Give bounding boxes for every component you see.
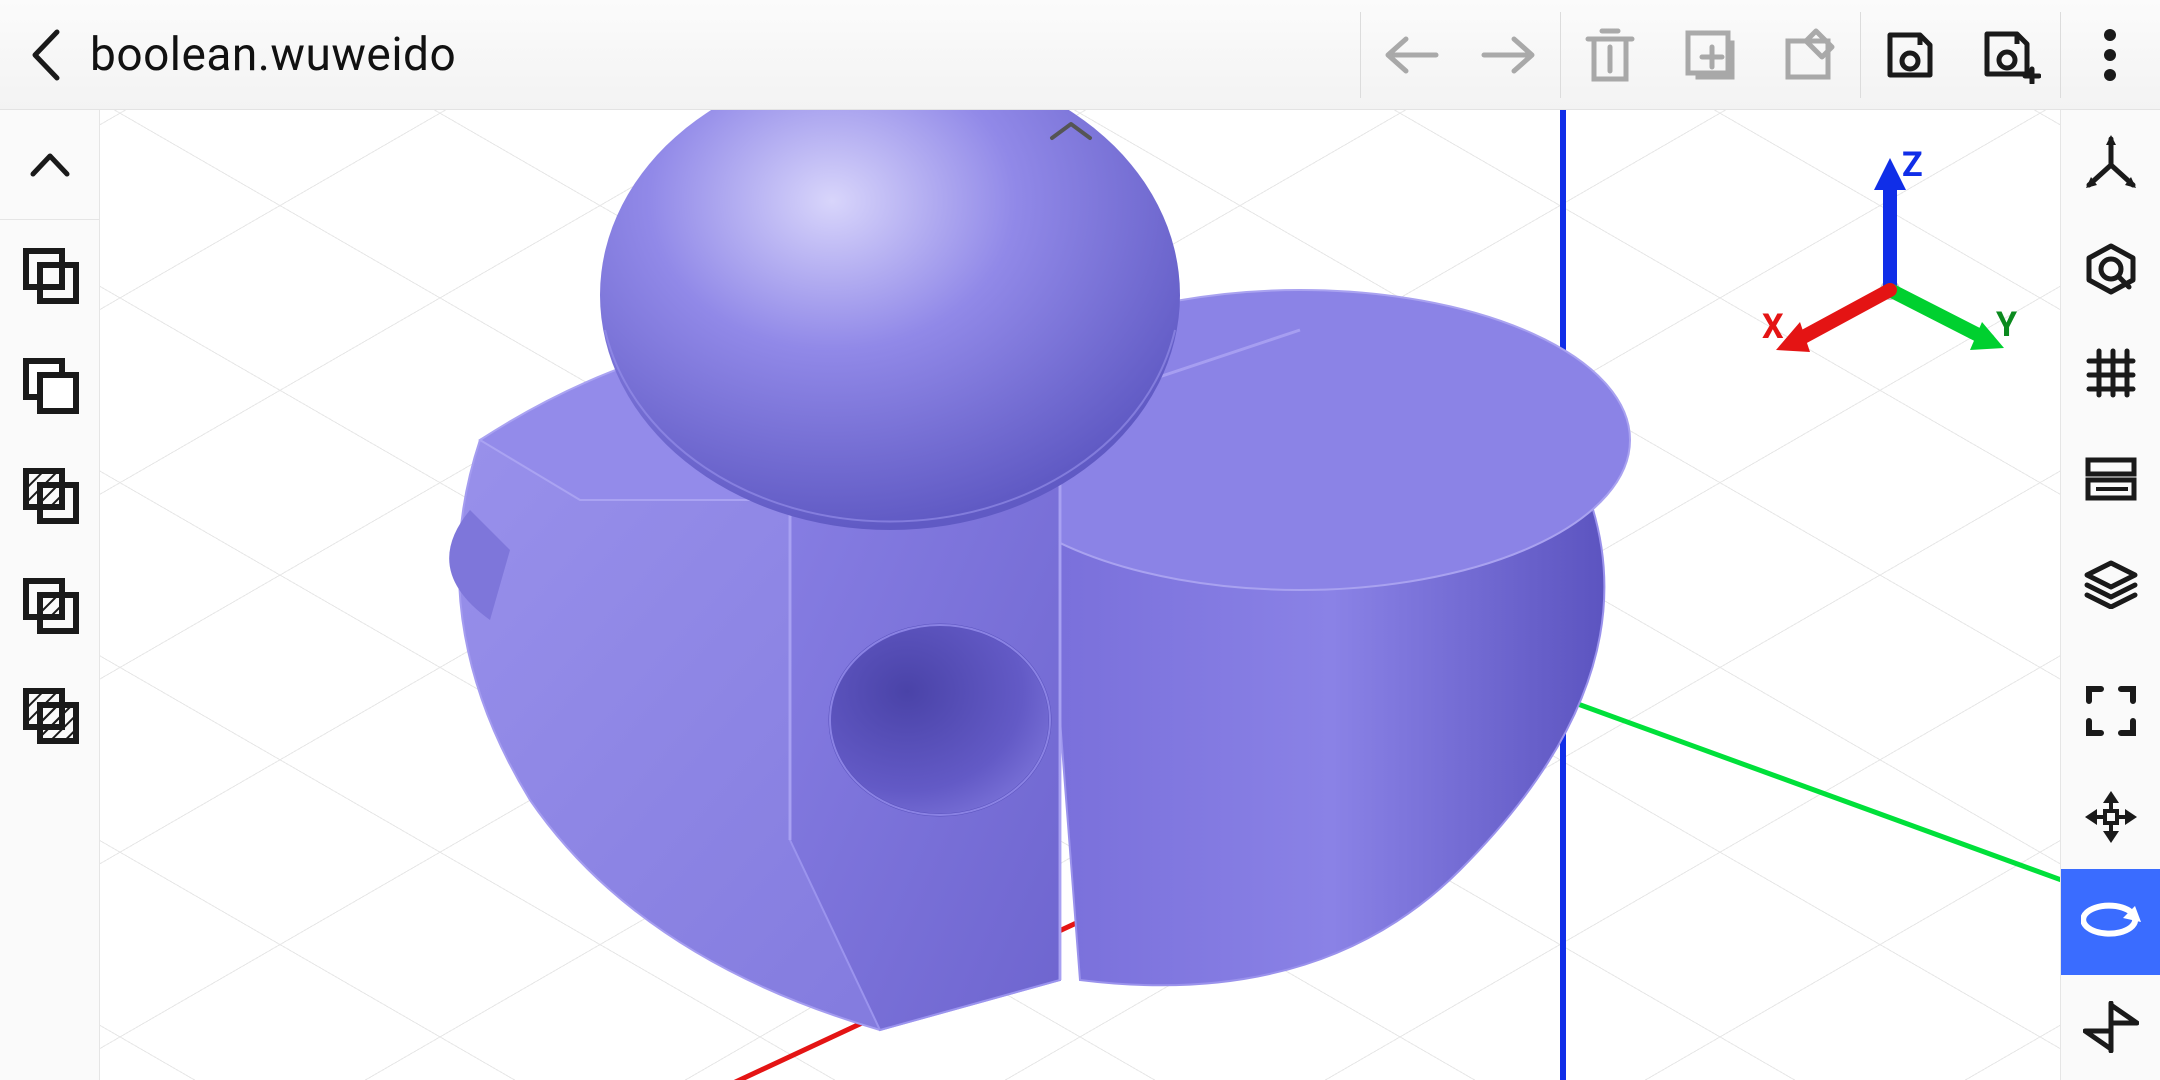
chevron-left-icon [27, 28, 63, 82]
boolean-xor-icon [20, 575, 80, 635]
more-menu-button[interactable] [2060, 0, 2160, 110]
boolean-union-icon [20, 245, 80, 305]
save-button[interactable] [1860, 0, 1960, 110]
save-as-icon [1979, 26, 2041, 84]
axis-gizmo-icon [2083, 135, 2139, 191]
duplicate-icon [1682, 27, 1738, 83]
undo-button[interactable] [1360, 0, 1460, 110]
more-menu-icon [2102, 27, 2118, 83]
gizmo-label-x: X [1762, 307, 1784, 347]
gizmo-label-y: Y [1996, 305, 2017, 345]
delete-button[interactable] [1560, 0, 1660, 110]
layers-button[interactable] [2061, 532, 2160, 637]
grid-toggle-icon [2085, 347, 2137, 399]
boolean-xor-button[interactable] [0, 550, 100, 660]
boolean-intersect-button[interactable] [0, 440, 100, 550]
axis-gizmo-button[interactable] [2061, 110, 2160, 215]
delete-icon [1582, 27, 1638, 83]
right-toolbar [2060, 110, 2160, 1080]
panel-icon [2084, 456, 2138, 502]
viewport-3d[interactable]: Z Y X [100, 110, 2060, 1080]
redo-button[interactable] [1460, 0, 1560, 110]
left-toolbar [0, 110, 100, 1080]
save-icon [1882, 27, 1938, 83]
grid-toggle-button[interactable] [2061, 321, 2160, 426]
fullscreen-icon [2085, 685, 2137, 737]
boolean-subtract-icon [20, 355, 80, 415]
orbit-mode-button[interactable] [2061, 869, 2160, 974]
flip-view-button[interactable] [2061, 975, 2160, 1080]
undo-icon [1378, 33, 1442, 77]
redo-icon [1478, 33, 1542, 77]
pan-mode-button[interactable] [2061, 764, 2160, 869]
back-button[interactable] [0, 0, 90, 110]
pan-mode-icon [2083, 789, 2139, 845]
boolean-imprint-icon [20, 685, 80, 745]
collapse-up-icon [27, 150, 73, 180]
file-title: boolean.wuweido [90, 28, 456, 82]
viewport-expand-chevron[interactable] [1041, 116, 1101, 146]
boolean-subtract-button[interactable] [0, 330, 100, 440]
boolean-intersect-icon [20, 465, 80, 525]
duplicate-button[interactable] [1660, 0, 1760, 110]
flip-view-icon [2083, 1001, 2139, 1053]
left-toolbar-collapse[interactable] [0, 110, 100, 220]
layers-icon [2083, 559, 2139, 609]
chevron-up-icon [1046, 120, 1096, 142]
gizmo-label-z: Z [1902, 145, 1923, 185]
save-as-button[interactable] [1960, 0, 2060, 110]
top-toolbar: boolean.wuweido [0, 0, 2160, 110]
top-action-group [1360, 0, 2160, 110]
fit-view-icon [2083, 240, 2139, 296]
orbit-mode-icon [2081, 902, 2141, 942]
boolean-union-button[interactable] [0, 220, 100, 330]
axis-gizmo[interactable]: Z Y X [1760, 140, 2020, 400]
fullscreen-button[interactable] [2061, 658, 2160, 763]
fit-view-button[interactable] [2061, 215, 2160, 320]
panel-button[interactable] [2061, 426, 2160, 531]
edit-icon [1782, 27, 1838, 83]
edit-button[interactable] [1760, 0, 1860, 110]
boolean-imprint-button[interactable] [0, 660, 100, 770]
